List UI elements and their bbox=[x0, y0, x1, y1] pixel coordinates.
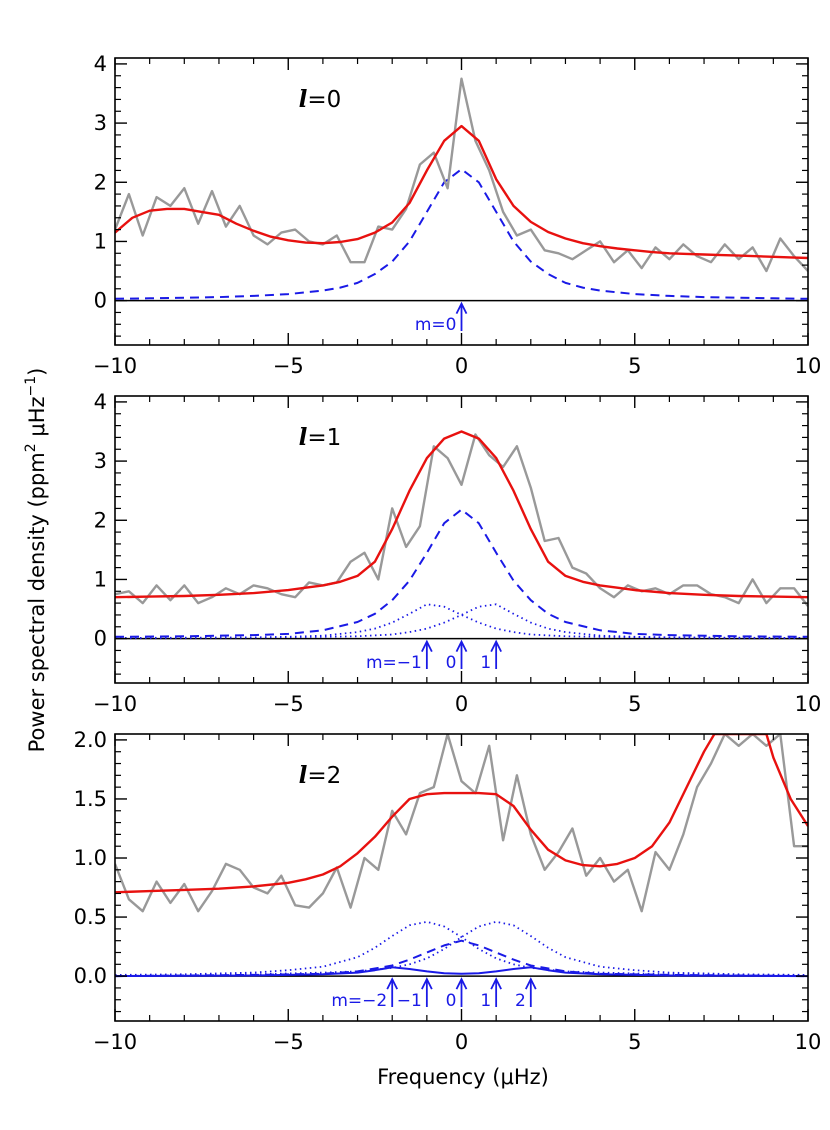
m-marker-arrowhead bbox=[490, 977, 502, 990]
y-tick-label: 0.0 bbox=[74, 964, 107, 988]
panel-degree-label: l=0 bbox=[299, 86, 342, 113]
panel-degree-label: l=2 bbox=[299, 762, 342, 789]
m2-component-line bbox=[115, 966, 808, 978]
panel-degree-label: l=1 bbox=[299, 424, 342, 451]
m-marker-arrowhead bbox=[455, 301, 468, 315]
fit-line bbox=[115, 124, 808, 260]
m0-component-dashed-line bbox=[115, 508, 808, 638]
x-tick-label: 5 bbox=[628, 692, 641, 716]
y-tick-label: 4 bbox=[94, 52, 107, 76]
x-tick-label: −10 bbox=[93, 1030, 137, 1054]
m0-component-dashed-line bbox=[115, 939, 808, 978]
y-axis-label-close: ) bbox=[25, 368, 49, 376]
panel-degree-value: =0 bbox=[307, 87, 341, 113]
fit-line bbox=[115, 430, 808, 599]
x-tick-label: 10 bbox=[795, 1030, 822, 1054]
m-marker-label: 1 bbox=[480, 991, 491, 1011]
y-tick-label: 2 bbox=[94, 508, 107, 532]
y-axis-label-sup2: −1 bbox=[23, 376, 39, 397]
m-marker-label: 2 bbox=[515, 991, 526, 1011]
x-tick-label: −5 bbox=[273, 692, 304, 716]
y-axis-label: Power spectral density (ppm2 μHz−1) bbox=[23, 368, 49, 753]
x-tick-label: 5 bbox=[628, 354, 641, 378]
m-marker-arrowhead bbox=[524, 977, 537, 990]
m-marker-label: 0 bbox=[446, 991, 457, 1011]
panel-0: −10 −5 0 5 10 0 1 2 3 4 l=0 m=0 bbox=[93, 52, 822, 378]
m-marker-arrowhead bbox=[386, 977, 399, 990]
x-tick-label: −5 bbox=[273, 354, 304, 378]
m-marker-label: 0 bbox=[446, 653, 457, 673]
panel-degree-value: =2 bbox=[307, 763, 341, 789]
y-tick-label: 3 bbox=[94, 449, 107, 473]
panel-degree-symbol: l bbox=[299, 424, 308, 451]
y-axis-label-sup1: 2 bbox=[23, 443, 39, 452]
y-axis-label-unit: μHz bbox=[25, 396, 49, 443]
y-tick-label: 1.0 bbox=[74, 846, 107, 870]
observed-spectrum-line bbox=[115, 734, 808, 913]
m-marker-label: 1 bbox=[480, 653, 491, 673]
observed-spectrum-line bbox=[115, 433, 808, 607]
x-tick-label: 10 bbox=[795, 692, 822, 716]
y-tick-label: 3 bbox=[94, 111, 107, 135]
y-tick-label: 1.5 bbox=[74, 787, 107, 811]
panel-degree-symbol: l bbox=[299, 86, 308, 113]
y-tick-label: 0.5 bbox=[74, 905, 107, 929]
x-tick-label: −10 bbox=[93, 354, 137, 378]
panel-degree-symbol: l bbox=[299, 762, 308, 789]
m-marker-arrowhead bbox=[455, 977, 468, 990]
m-marker-arrowhead bbox=[421, 639, 433, 653]
m-marker-label: −1 bbox=[397, 991, 422, 1011]
m-component-dotted-line bbox=[115, 920, 808, 977]
y-tick-label: 0 bbox=[94, 627, 107, 651]
y-tick-label: 1 bbox=[94, 567, 107, 591]
m-component-dotted-line bbox=[115, 603, 808, 639]
observed-spectrum-line bbox=[115, 77, 808, 273]
m-marker-label: m=0 bbox=[415, 315, 457, 335]
y-tick-label: 1 bbox=[94, 229, 107, 253]
x-tick-label: 0 bbox=[455, 354, 468, 378]
m0-component-dashed-line bbox=[115, 168, 808, 300]
m-marker-arrowhead bbox=[455, 639, 468, 653]
m-marker-label: m=−2 bbox=[331, 991, 387, 1011]
m-marker-label: m=−1 bbox=[366, 653, 422, 673]
panel-2: −10 −5 0 5 100.00.51.01.52.0l=2m=−2 −1 0 1 2 bbox=[74, 728, 822, 1054]
x-tick-label: 0 bbox=[455, 1030, 468, 1054]
y-axis-label-main: Power spectral density (ppm bbox=[25, 452, 49, 752]
y-tick-label: 0 bbox=[94, 289, 107, 313]
x-tick-label: −10 bbox=[93, 692, 137, 716]
panel-degree-value: =1 bbox=[307, 425, 341, 451]
x-tick-label: 0 bbox=[455, 692, 468, 716]
y-tick-label: 2.0 bbox=[74, 728, 107, 752]
x-tick-label: −5 bbox=[273, 1030, 304, 1054]
m-component-dotted-line bbox=[115, 920, 808, 977]
x-axis-label: Frequency (μHz) bbox=[377, 1065, 549, 1089]
y-tick-label: 4 bbox=[94, 390, 107, 414]
m-marker-arrowhead bbox=[490, 639, 502, 653]
fit-line bbox=[115, 734, 808, 894]
x-tick-label: 5 bbox=[628, 1030, 641, 1054]
m-marker-arrowhead bbox=[421, 977, 433, 990]
m-component-dotted-line bbox=[115, 603, 808, 639]
y-tick-label: 2 bbox=[94, 170, 107, 194]
x-tick-label: 10 bbox=[795, 354, 822, 378]
